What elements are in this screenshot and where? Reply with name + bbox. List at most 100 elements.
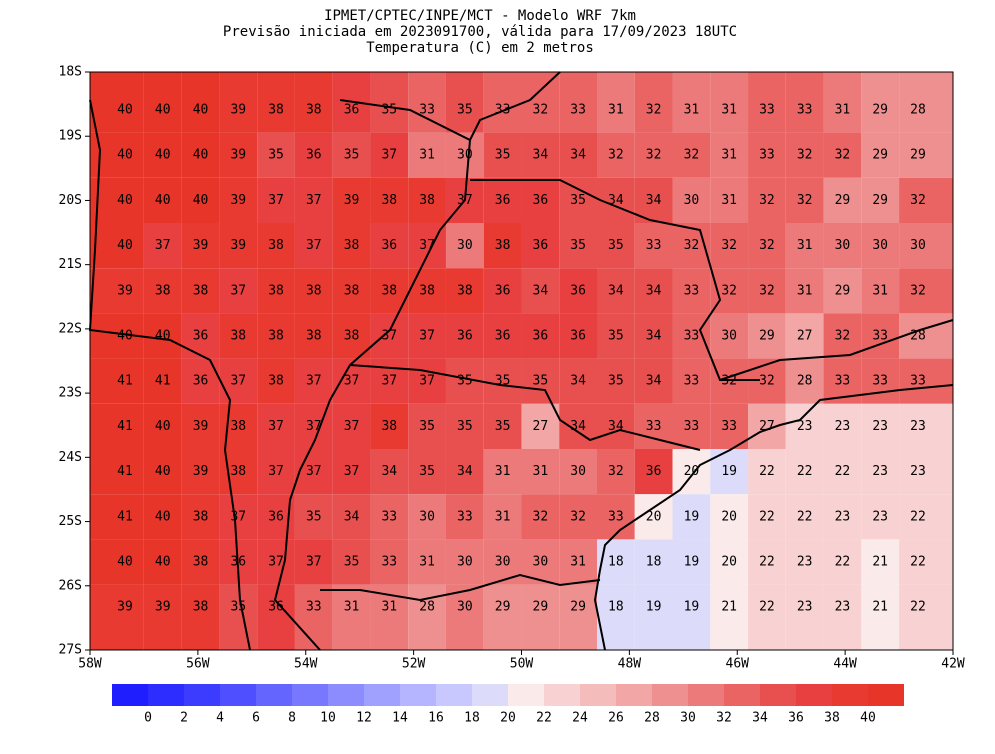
temp-label: 32 [721, 283, 737, 298]
temp-cell [332, 177, 371, 223]
temp-cell [332, 494, 371, 540]
temp-label: 40 [117, 193, 133, 208]
temp-cell [823, 177, 862, 223]
temp-cell [370, 223, 409, 269]
temp-cell [672, 539, 711, 585]
colorbar-label: 8 [288, 711, 296, 726]
field [90, 72, 953, 650]
temp-cell [521, 223, 560, 269]
temp-cell [559, 494, 597, 540]
y-tick-label: 22S [59, 321, 82, 336]
temp-label: 32 [797, 193, 813, 208]
temp-cell [332, 584, 371, 650]
temp-label: 29 [495, 600, 511, 615]
temp-label: 29 [835, 193, 851, 208]
temp-cell [219, 313, 258, 359]
temp-label: 40 [193, 103, 209, 118]
colorbar-box [292, 684, 328, 706]
temp-cell [634, 449, 673, 495]
y-tick-label: 19S [59, 129, 82, 144]
temp-cell [710, 177, 749, 223]
temp-cell [899, 403, 953, 449]
temp-label: 22 [759, 464, 775, 479]
temp-label: 34 [381, 464, 397, 479]
colorbar-label: 14 [392, 711, 408, 726]
temp-label: 35 [419, 464, 435, 479]
temp-label: 39 [230, 103, 246, 118]
temp-cell [899, 223, 953, 269]
temp-cell [634, 132, 673, 178]
temp-label: 23 [835, 509, 851, 524]
colorbar-label: 28 [644, 711, 660, 726]
temp-label: 30 [457, 148, 473, 163]
colorbar-label: 18 [464, 711, 480, 726]
temp-cell [899, 72, 953, 133]
temp-cell [559, 539, 597, 585]
temp-cell [634, 268, 673, 314]
colorbar-box [148, 684, 184, 706]
temp-label: 21 [872, 555, 888, 570]
temp-label: 29 [872, 103, 888, 118]
temp-label: 22 [910, 555, 926, 570]
temp-label: 31 [495, 509, 511, 524]
temp-label: 33 [684, 374, 700, 389]
temp-label: 31 [344, 600, 360, 615]
temp-label: 39 [230, 148, 246, 163]
temp-label: 33 [646, 419, 662, 434]
temp-label: 37 [230, 283, 246, 298]
temp-cell [710, 584, 749, 650]
temp-label: 34 [608, 283, 624, 298]
temp-cell [899, 358, 953, 404]
temp-cell [408, 313, 446, 359]
temp-label: 38 [457, 283, 473, 298]
temp-cell [861, 223, 900, 269]
temp-cell [823, 72, 862, 133]
temp-cell [521, 132, 560, 178]
temp-label: 40 [117, 103, 133, 118]
temp-label: 35 [419, 419, 435, 434]
temp-cell [181, 177, 220, 223]
temp-cell [634, 313, 673, 359]
temp-label: 32 [533, 509, 549, 524]
temp-label: 31 [495, 464, 511, 479]
temp-cell [710, 223, 749, 269]
temp-label: 41 [117, 509, 133, 524]
axes: 58W 56W 54W 52W 50W 48W 46W 44W 42W 18S 19S 20S 21S 2… [59, 65, 965, 672]
temp-cell [597, 72, 635, 133]
temp-cell [559, 403, 597, 449]
temp-label: 37 [306, 419, 322, 434]
temp-label: 36 [495, 329, 511, 344]
temp-label: 31 [419, 555, 435, 570]
temp-cell [370, 403, 409, 449]
colorbar-label: 38 [824, 711, 840, 726]
temp-label: 31 [872, 283, 888, 298]
temp-cell [559, 132, 597, 178]
temp-label: 37 [230, 374, 246, 389]
temp-cell [748, 403, 786, 449]
temp-label: 39 [230, 238, 246, 253]
temp-cell [90, 539, 144, 585]
temp-label: 32 [797, 148, 813, 163]
temp-label: 20 [721, 509, 737, 524]
temp-cell [219, 132, 258, 178]
temp-cell [143, 177, 182, 223]
temp-label: 40 [155, 555, 171, 570]
temp-cell [445, 403, 484, 449]
temp-label: 37 [344, 464, 360, 479]
temp-label: 37 [344, 374, 360, 389]
temp-label: 30 [419, 509, 435, 524]
x-tick-label: 58W [78, 657, 102, 672]
temp-label: 18 [608, 600, 624, 615]
temp-label: 20 [721, 555, 737, 570]
temp-cell [445, 449, 484, 495]
temp-cell [143, 358, 182, 404]
colorbar-label: 40 [860, 711, 876, 726]
temp-label: 21 [721, 600, 737, 615]
temp-label: 40 [117, 238, 133, 253]
temp-cell [785, 223, 824, 269]
temp-cell [672, 358, 711, 404]
temp-label: 34 [533, 148, 549, 163]
temp-label: 32 [759, 374, 775, 389]
temp-cell [257, 358, 295, 404]
colorbar-box [616, 684, 652, 706]
